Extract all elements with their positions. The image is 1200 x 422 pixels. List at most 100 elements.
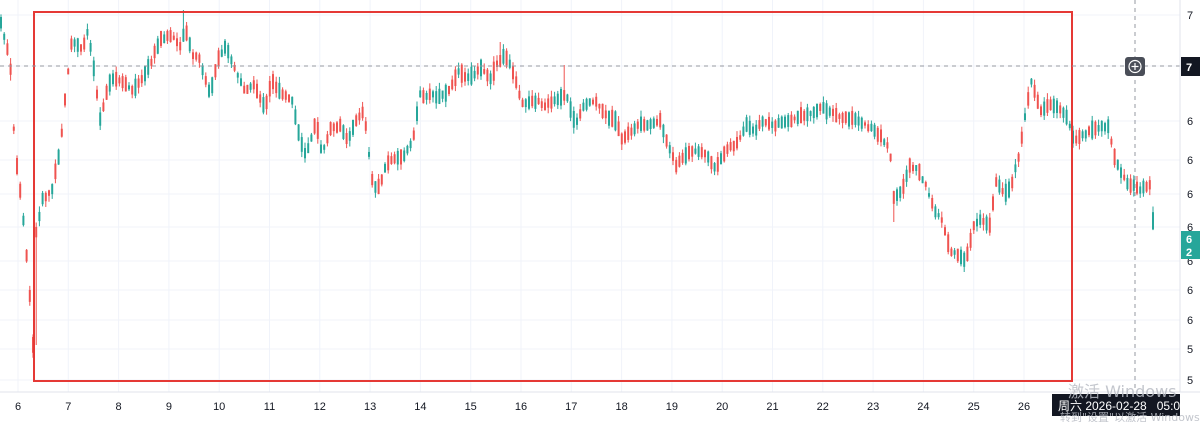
candle (870, 120, 873, 132)
candle (281, 87, 284, 101)
candle (1097, 119, 1100, 136)
candle (374, 181, 377, 198)
candle (982, 213, 985, 231)
candle (1043, 97, 1046, 120)
candle (745, 114, 748, 133)
candle (380, 173, 383, 187)
candle (860, 116, 863, 132)
candle (1036, 91, 1039, 110)
candle (857, 110, 860, 131)
candle (841, 111, 844, 129)
candle (467, 68, 470, 86)
candle (1033, 79, 1036, 102)
candle (473, 65, 476, 82)
candle (515, 71, 518, 90)
candle (972, 220, 975, 234)
candle (195, 51, 198, 62)
candle (736, 131, 738, 151)
crosshair-add-button[interactable] (1125, 57, 1145, 76)
candle (451, 75, 454, 91)
x-tick-label: 10 (213, 401, 225, 413)
candle (1068, 120, 1071, 131)
candle (576, 113, 578, 130)
candle (614, 110, 617, 132)
candle (259, 90, 262, 108)
candle (288, 94, 290, 103)
candle (531, 90, 534, 109)
candle (44, 191, 47, 207)
candle (595, 93, 598, 111)
candle (1107, 116, 1110, 139)
candle (697, 144, 700, 161)
candle (1110, 136, 1113, 148)
candle (224, 38, 226, 56)
candle (169, 27, 172, 43)
candle (1088, 125, 1090, 138)
candle (585, 97, 588, 112)
grid-lines (0, 0, 1180, 392)
candle (1148, 176, 1151, 196)
candle (134, 73, 137, 99)
x-tick-label: 8 (116, 401, 122, 413)
candle (86, 23, 89, 40)
candle (92, 56, 95, 82)
candle (928, 187, 930, 199)
candle (358, 107, 361, 125)
candle (432, 89, 434, 103)
candle (233, 61, 236, 73)
candle (764, 118, 767, 128)
candle (883, 137, 886, 147)
candle (678, 152, 681, 168)
candle (553, 91, 556, 107)
candle (761, 115, 764, 132)
candle (390, 152, 393, 165)
candle (892, 190, 895, 222)
candle (1001, 182, 1004, 197)
candle (352, 119, 354, 137)
candle (956, 248, 959, 263)
candle (368, 147, 370, 160)
candle (384, 162, 386, 173)
y-tick-label: 6 (1187, 256, 1193, 268)
candle (3, 32, 6, 45)
candle (348, 127, 351, 147)
candle (1132, 175, 1135, 197)
x-tick-label: 9 (166, 401, 172, 413)
candle (204, 72, 207, 88)
candle (1113, 148, 1116, 168)
candle (208, 82, 210, 99)
x-tick-label: 16 (515, 401, 527, 413)
candle (297, 124, 300, 142)
candle (672, 146, 674, 166)
candle (931, 194, 934, 212)
candle (998, 175, 1001, 195)
candle (944, 224, 946, 236)
candle (406, 144, 409, 156)
candle (675, 156, 678, 175)
candle (124, 74, 127, 92)
candle (448, 85, 450, 97)
candle (691, 145, 694, 162)
candle (1094, 120, 1097, 139)
candle (1046, 93, 1049, 116)
candle (985, 214, 988, 234)
candle (649, 117, 652, 135)
candle (963, 251, 966, 272)
candle (217, 47, 220, 69)
y-tick-label: 6 (1187, 285, 1193, 297)
candle (547, 94, 550, 114)
y-tick-label: 6 (1187, 116, 1193, 128)
candle (825, 100, 828, 125)
candle (121, 73, 124, 92)
candle (185, 21, 188, 42)
x-tick-label: 11 (264, 401, 275, 413)
candle (796, 110, 799, 127)
candle (476, 63, 479, 80)
candle (291, 96, 294, 109)
candle (624, 129, 626, 145)
candle (416, 101, 418, 125)
candle (272, 70, 274, 95)
candle (995, 173, 998, 188)
candle (880, 124, 882, 147)
